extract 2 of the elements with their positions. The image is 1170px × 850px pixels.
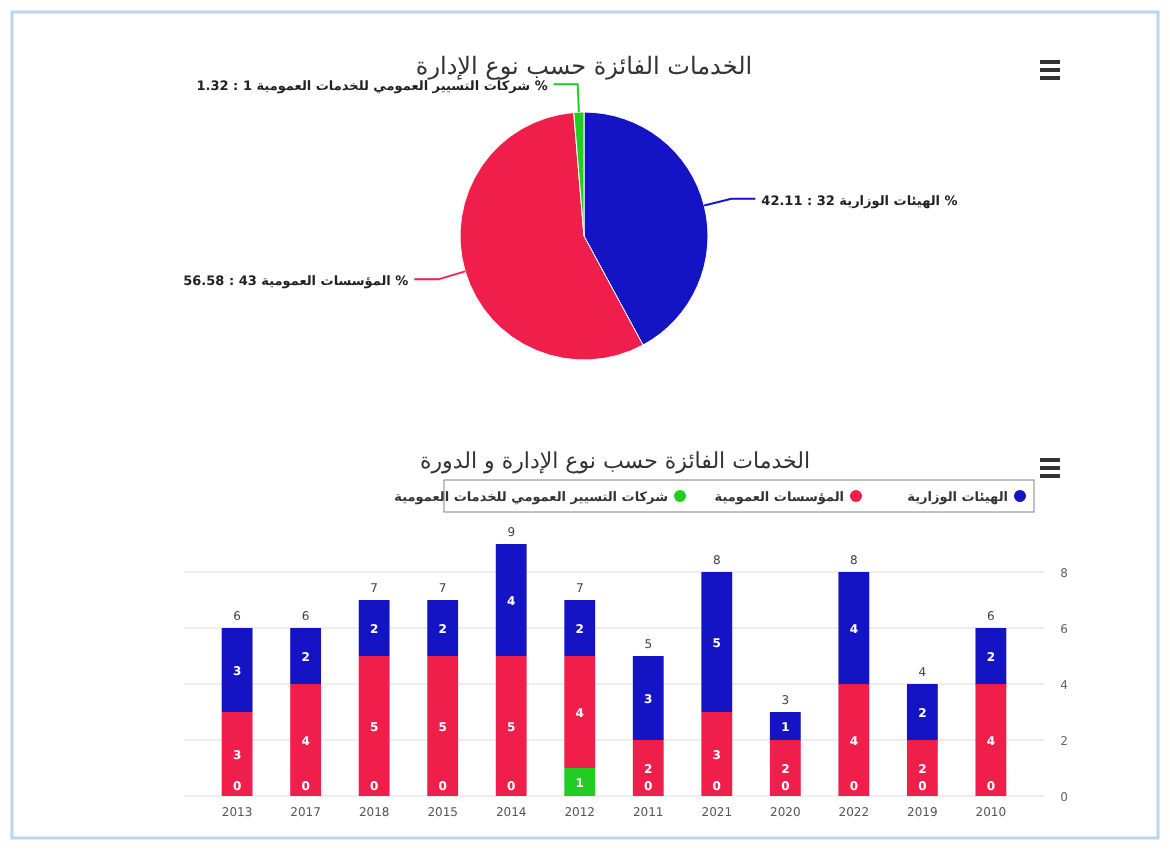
chart-title: الخدمات الفائزة حسب نوع الإدارة	[415, 52, 753, 80]
chart-title: الخدمات الفائزة حسب نوع الإدارة و الدورة	[419, 448, 810, 474]
